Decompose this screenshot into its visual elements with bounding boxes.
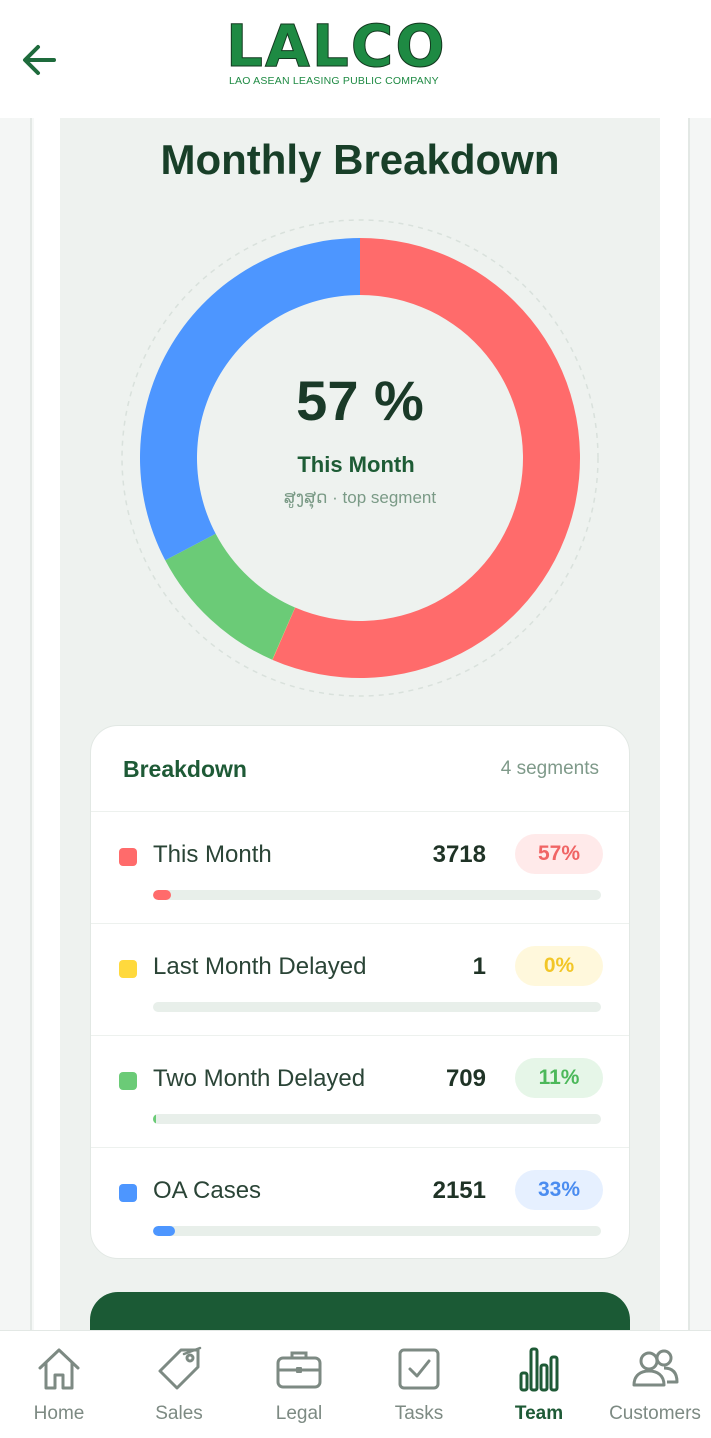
- breakdown-row-two-month-delayed[interactable]: Two Month Delayed 709 11%: [91, 1036, 629, 1148]
- row-label: OA Cases: [153, 1177, 262, 1204]
- donut-chart: [121, 219, 599, 697]
- nav-item-home[interactable]: Home: [0, 1331, 118, 1438]
- row-value: 3718: [432, 841, 486, 868]
- nav-item-tasks[interactable]: Tasks: [360, 1331, 478, 1438]
- donut-slice-this-month: [272, 238, 580, 678]
- donut-slice-oa-cases: [140, 238, 360, 561]
- swatch-oa-cases: [119, 1184, 137, 1202]
- nav-item-sales[interactable]: Sales: [120, 1331, 238, 1438]
- progress-track: [153, 1002, 601, 1012]
- nav-label: Customers: [609, 1403, 701, 1424]
- page-title: Monthly Breakdown: [160, 136, 560, 183]
- donut-guide-ring: [121, 219, 599, 697]
- nav-item-customers[interactable]: Customers: [599, 1331, 711, 1438]
- percent-badge: 33%: [515, 1170, 603, 1210]
- checkbox-icon: [398, 1348, 440, 1390]
- percent-badge: 11%: [515, 1058, 603, 1098]
- logo-subtitle: LAO ASEAN LEASING PUBLIC COMPANY: [229, 75, 439, 87]
- donut-slice-two-month-delayed: [165, 533, 295, 660]
- nav-label: Team: [514, 1403, 564, 1424]
- right-gutter: [688, 118, 711, 1330]
- progress-fill: [153, 890, 171, 900]
- donut-center-sublabel: ສູງສຸດ · top segment: [283, 488, 437, 507]
- left-margin: [34, 118, 60, 1330]
- row-label: Two Month Delayed: [153, 1065, 366, 1092]
- progress-track: [153, 1114, 601, 1124]
- row-value: 1: [472, 953, 486, 980]
- percent-badge: 57%: [515, 834, 603, 874]
- bar-chart-icon: [519, 1347, 559, 1392]
- progress-track: [153, 1226, 601, 1236]
- nav-label: Home: [33, 1403, 85, 1424]
- swatch-this-month: [119, 848, 137, 866]
- nav-label: Sales: [155, 1403, 203, 1424]
- logo-wordmark: LALCO: [226, 12, 447, 80]
- row-label: This Month: [153, 841, 272, 868]
- breakdown-row-last-month-delayed[interactable]: Last Month Delayed 1 0%: [91, 924, 629, 1036]
- swatch-last-month-delayed: [119, 960, 137, 978]
- right-margin: [660, 118, 688, 1330]
- progress-fill: [153, 1226, 176, 1236]
- company-logo: LALCO LAO ASEAN LEASING PUBLIC COMPANY: [226, 12, 494, 92]
- users-icon: [632, 1349, 679, 1387]
- row-value: 709: [445, 1065, 486, 1092]
- home-icon: [38, 1348, 80, 1390]
- swatch-two-month-delayed: [119, 1072, 137, 1090]
- percent-badge: 0%: [515, 946, 603, 986]
- nav-label: Tasks: [394, 1403, 444, 1424]
- breakdown-row-this-month[interactable]: This Month 3718 57%: [91, 812, 629, 924]
- segment-count: 4 segments: [500, 758, 599, 779]
- bottom-nav: Home Sales Legal Tasks Team: [0, 1330, 711, 1438]
- arrow-left-icon[interactable]: [18, 38, 62, 82]
- left-gutter: [0, 118, 32, 1330]
- nav-item-team[interactable]: Team: [480, 1331, 598, 1438]
- row-label: Last Month Delayed: [153, 953, 367, 980]
- progress-fill: [153, 1114, 157, 1124]
- breakdown-title: Breakdown: [123, 756, 247, 782]
- app-header: LALCO LAO ASEAN LEASING PUBLIC COMPANY: [0, 0, 711, 118]
- row-value: 2151: [432, 1177, 486, 1204]
- breakdown-row-oa-cases[interactable]: OA Cases 2151 33%: [91, 1148, 629, 1258]
- donut-center-label: This Month: [297, 452, 415, 477]
- nav-label: Legal: [275, 1403, 323, 1424]
- progress-track: [153, 890, 601, 900]
- donut-center-percent: 57 %: [296, 369, 424, 432]
- donut-slice-last-month-delayed: [272, 607, 296, 660]
- breakdown-card: Breakdown 4 segments This Month 3718 57%…: [90, 725, 630, 1259]
- nav-item-legal[interactable]: Legal: [240, 1331, 358, 1438]
- breakdown-header: Breakdown 4 segments: [91, 726, 629, 812]
- briefcase-icon: [276, 1351, 322, 1389]
- tag-icon: [158, 1346, 202, 1390]
